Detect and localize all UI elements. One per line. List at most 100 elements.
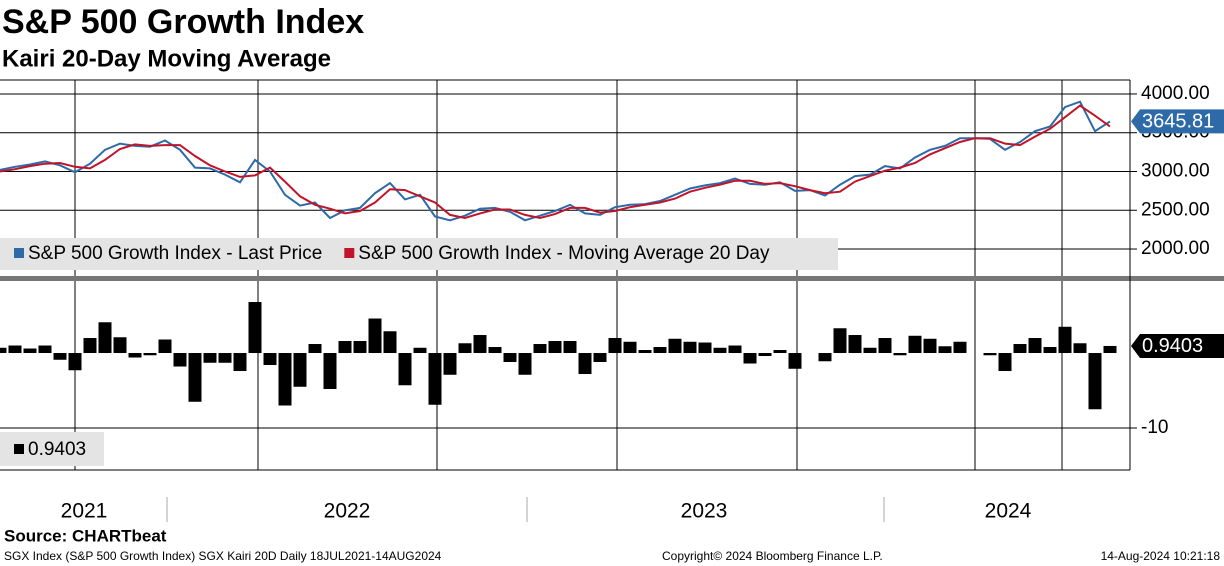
year-separators — [166, 497, 885, 522]
kairi-bar — [938, 346, 952, 354]
x-tick-label: 2021 — [61, 500, 108, 523]
kairi-bar — [308, 344, 322, 354]
kairi-bar — [53, 353, 67, 360]
kairi-bar — [773, 350, 787, 354]
kairi-bar — [158, 339, 172, 354]
kairi-bar — [203, 353, 217, 363]
kairi-bar — [1103, 345, 1117, 354]
legend-swatch — [14, 248, 24, 258]
kairi-bar — [0, 347, 7, 354]
kairi-bar — [668, 338, 682, 354]
x-tick-label: 2023 — [681, 500, 728, 523]
y-tick-label: 3000.00 — [1141, 161, 1210, 182]
kairi-bar — [233, 353, 247, 372]
kairi-bar — [38, 345, 52, 354]
kairi-bar — [923, 338, 937, 354]
kairi-bar — [878, 338, 892, 354]
legend-label: S&P 500 Growth Index - Moving Average 20… — [358, 243, 770, 264]
kairi-bar — [488, 347, 502, 354]
kairi-bar — [848, 335, 862, 354]
source: Source: CHARTbeat — [4, 526, 167, 545]
vertical-grid — [74, 80, 1063, 470]
kairi-bar — [503, 353, 517, 363]
kairi-bar — [998, 353, 1012, 372]
kairi-bar — [248, 302, 262, 354]
x-tick-label: 2022 — [324, 500, 371, 523]
y-tick-label: 4000.00 — [1141, 83, 1210, 104]
legend-label: 0.9403 — [28, 439, 86, 460]
kairi-bar — [398, 353, 412, 386]
timestamp: 14-Aug-2024 10:21:18 — [1101, 549, 1221, 563]
kairi-bar — [563, 341, 577, 354]
kairi-bar — [1028, 338, 1042, 354]
kairi-bar — [458, 343, 472, 354]
kairi-bar — [83, 338, 97, 354]
kairi-bar — [578, 353, 592, 375]
kairi-bar — [788, 353, 802, 369]
kairi-bar — [473, 335, 487, 354]
kairi-bar — [893, 353, 907, 356]
kairi-bar — [758, 353, 772, 357]
y-tick-label: -10 — [1141, 417, 1168, 438]
kairi-bar — [338, 341, 352, 354]
kairi-bar — [1088, 353, 1102, 410]
kairi-bar — [443, 353, 457, 375]
kairi-bar — [188, 353, 202, 402]
kairi-bar — [818, 353, 832, 362]
kairi-bar — [8, 345, 22, 354]
x-tick-label: 2024 — [985, 500, 1032, 523]
price-line — [0, 100, 1111, 222]
chart-subtitle: Kairi 20-Day Moving Average — [2, 45, 331, 72]
kairi-bar — [113, 337, 127, 354]
kairi-bar — [908, 335, 922, 354]
kairi-bar — [608, 338, 622, 354]
kairi-bar — [263, 353, 277, 366]
kairi-bar — [533, 344, 547, 354]
kairi-bar — [1043, 347, 1057, 354]
kairi-bar — [863, 347, 877, 354]
kairi-bar — [728, 345, 742, 354]
kairi-bar — [1058, 326, 1072, 354]
legend-swatch — [14, 444, 24, 454]
kairi-bar — [413, 347, 427, 354]
kairi-bar — [593, 353, 607, 363]
kairi-bar — [173, 353, 187, 367]
kairi-bar — [638, 350, 652, 354]
last-value-label: 0.9403 — [1142, 335, 1203, 357]
price-line — [0, 104, 1111, 220]
kairi-bar — [98, 322, 112, 354]
footer-description: SGX Index (S&P 500 Growth Index) SGX Kai… — [4, 549, 442, 563]
kairi-bar — [683, 341, 697, 354]
kairi-bar — [1073, 343, 1087, 354]
kairi-bar — [218, 353, 232, 363]
kairi-bar — [698, 342, 712, 354]
kairi-bar — [833, 328, 847, 354]
kairi-bar — [383, 331, 397, 354]
legend-box — [0, 238, 838, 270]
last-value-box — [1131, 109, 1224, 134]
kairi-bar — [68, 353, 82, 371]
kairi-bar — [293, 353, 307, 387]
legend-swatch — [344, 248, 355, 258]
panel-separator — [0, 276, 1224, 281]
kairi-bar — [953, 341, 967, 354]
kairi-bar — [23, 348, 37, 354]
kairi-bar — [653, 347, 667, 354]
kairi-bar — [713, 347, 727, 354]
legend-label: S&P 500 Growth Index - Last Price — [28, 243, 322, 264]
kairi-bar — [368, 318, 382, 354]
y-tick-label: 2000.00 — [1141, 238, 1210, 259]
copyright: Copyright© 2024 Bloomberg Finance L.P. — [662, 549, 883, 563]
kairi-bar — [983, 353, 997, 356]
chart-title: S&P 500 Growth Index — [2, 3, 364, 41]
kairi-bar — [623, 341, 637, 354]
kairi-bar — [518, 353, 532, 375]
kairi-bar — [548, 341, 562, 354]
kairi-bar — [1013, 344, 1027, 354]
last-value-label: 3645.81 — [1142, 111, 1214, 133]
kairi-bar — [128, 353, 142, 358]
kairi-bar — [428, 353, 442, 405]
kairi-bar — [743, 353, 757, 364]
